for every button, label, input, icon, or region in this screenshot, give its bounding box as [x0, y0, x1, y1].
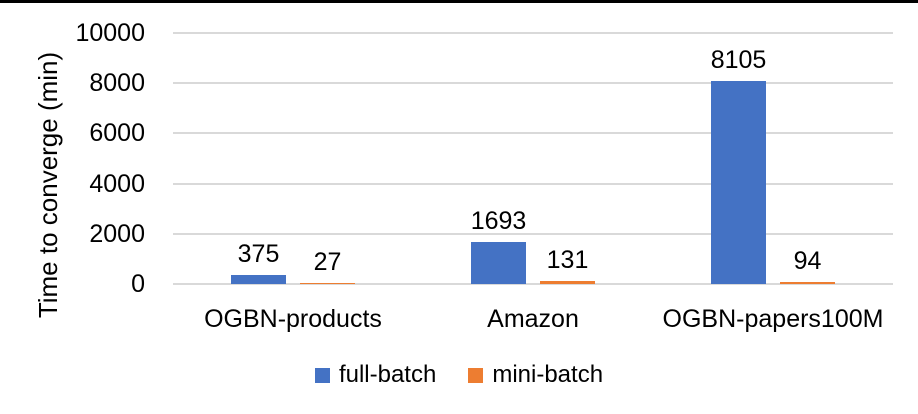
x-category-label-Amazon: Amazon: [487, 305, 579, 333]
value-label-mini-batch-OGBN-products: 27: [313, 247, 342, 276]
gridline-2000: [173, 232, 893, 235]
bar-mini-batch-OGBN-papers100M: [780, 281, 835, 284]
value-label-full-batch-Amazon: 1693: [470, 206, 527, 235]
gridline-0: [173, 283, 893, 285]
gridline-6000: [173, 132, 893, 135]
legend-item-full-batch: full-batch: [314, 360, 437, 390]
bar-full-batch-OGBN-papers100M: [711, 80, 766, 284]
value-label-full-batch-OGBN-products: 375: [237, 239, 280, 268]
y-tick-label-2000: 2000: [89, 219, 145, 248]
value-label-full-batch-OGBN-papers100M: 8105: [710, 45, 767, 74]
legend-swatch-mini-batch: [468, 367, 484, 383]
y-tick-label-0: 0: [131, 270, 145, 298]
y-tick-label-8000: 8000: [89, 69, 145, 98]
gridline-10000: [173, 32, 893, 34]
bar-mini-batch-OGBN-products: [300, 282, 355, 284]
legend-label-full-batch: full-batch: [338, 361, 437, 388]
x-category-label-OGBN-papers100M: OGBN-papers100M: [662, 305, 884, 333]
value-label-mini-batch-OGBN-papers100M: 94: [793, 246, 822, 275]
bar-full-batch-OGBN-products: [231, 274, 286, 284]
legend-item-mini-batch: mini-batch: [468, 360, 603, 390]
value-label-mini-batch-Amazon: 131: [546, 245, 589, 274]
gridline-4000: [173, 182, 893, 185]
bar-mini-batch-Amazon: [540, 280, 595, 284]
figure-top-border: [0, 0, 918, 3]
x-category-label-OGBN-products: OGBN-products: [204, 305, 382, 333]
y-tick-label-6000: 6000: [89, 119, 145, 148]
y-tick-label-4000: 4000: [89, 169, 145, 198]
chart-legend: full-batch mini-batch: [0, 360, 918, 390]
bar-full-batch-Amazon: [471, 241, 526, 284]
legend-label-mini-batch: mini-batch: [492, 361, 604, 388]
gridline-8000: [173, 82, 893, 85]
y-tick-label-10000: 10000: [75, 19, 145, 47]
plot-area: 375 27 1693 131 8105 94: [173, 32, 893, 285]
legend-swatch-full-batch: [314, 367, 330, 383]
